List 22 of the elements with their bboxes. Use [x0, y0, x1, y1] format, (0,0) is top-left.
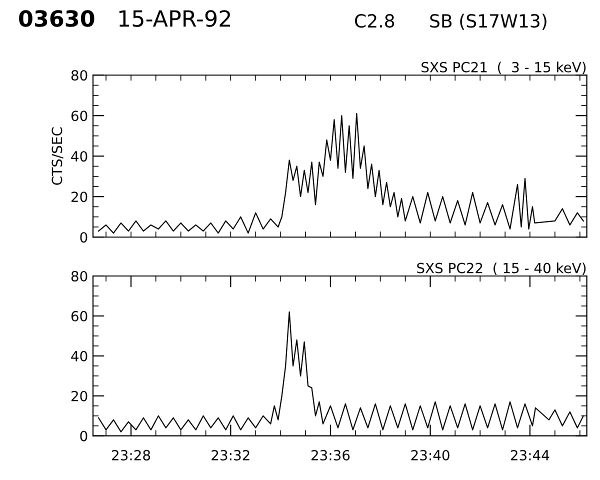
chart-title: SXS PC22 ( 15 - 40 keV)	[417, 262, 586, 275]
y-tick-label: 60	[71, 310, 88, 322]
y-tick-label: 80	[71, 270, 88, 282]
y-tick-label: 20	[71, 390, 88, 402]
x-tick-label: 23:32	[212, 450, 250, 460]
y-tick-label: 0	[80, 232, 88, 243]
y-tick-label: 80	[71, 70, 88, 81]
y-tick-label: 40	[71, 151, 88, 162]
y-axis-title: CTS/SEC	[52, 127, 64, 185]
text: 15-APR-92	[119, 10, 230, 27]
y-tick-label: 20	[71, 192, 88, 202]
y-tick-label: 0	[80, 430, 88, 442]
chart-title: SXS PC21 ( 3 - 15 keV)	[422, 62, 586, 74]
text: C2.8	[355, 14, 394, 28]
x-tick-label: 23:36	[311, 450, 350, 460]
x-tick-label: 23:28	[112, 450, 150, 460]
y-tick-label: 60	[71, 110, 88, 122]
x-tick-label: 23:40	[411, 450, 450, 460]
text: 03630	[19, 10, 94, 27]
text: SB (S17W13)	[430, 14, 546, 30]
x-tick-label: 23:44	[510, 450, 550, 460]
y-tick-label: 40	[71, 350, 88, 362]
